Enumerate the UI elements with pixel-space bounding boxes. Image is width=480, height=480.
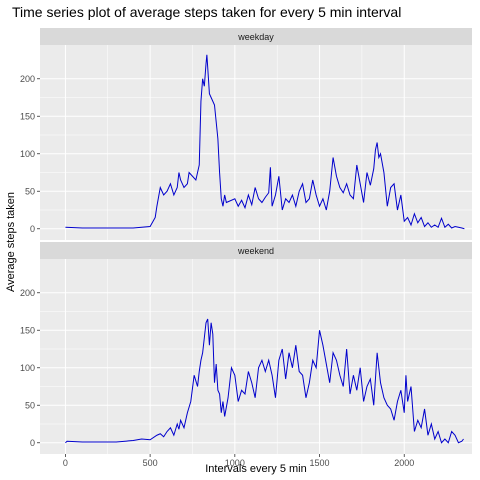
y-tick-label: 0 (30, 224, 35, 234)
y-tick-label: 150 (20, 325, 35, 335)
y-tick-label: 0 (30, 438, 35, 448)
x-tick-label: 1500 (310, 458, 330, 468)
panel-background-weekend (40, 259, 472, 454)
x-tick-label: 2000 (394, 458, 414, 468)
strip-label-weekday: weekday (237, 32, 274, 42)
y-tick-labels-weekend: 0 50 100 150 200 (20, 288, 40, 448)
panel-weekend: weekend 0 50 100 150 200 (20, 242, 472, 454)
y-tick-label: 150 (20, 111, 35, 121)
x-tick-labels: 0 500 1000 1500 2000 (63, 454, 414, 468)
grid-weekday (40, 45, 472, 240)
x-axis-title: Intervals every 5 min (205, 463, 306, 475)
strip-label-weekend: weekend (237, 246, 274, 256)
grid-weekend (40, 259, 472, 454)
y-tick-label: 50 (25, 186, 35, 196)
chart-title: Time series plot of average steps taken … (12, 4, 401, 20)
y-tick-label: 100 (20, 149, 35, 159)
x-tick-label: 500 (143, 458, 158, 468)
y-tick-label: 50 (25, 400, 35, 410)
x-tick-label: 0 (63, 458, 68, 468)
y-tick-labels-weekday: 0 50 100 150 200 (20, 74, 40, 234)
strip-weekend (40, 242, 472, 259)
strip-weekday (40, 28, 472, 45)
y-axis-title: Average steps taken (5, 192, 17, 292)
y-tick-label: 100 (20, 363, 35, 373)
panel-weekday: weekday 0 50 100 150 200 (20, 28, 472, 240)
panel-background-weekday (40, 45, 472, 240)
y-tick-label: 200 (20, 288, 35, 298)
series-line-weekday (65, 54, 465, 230)
x-tick-label: 1000 (225, 458, 245, 468)
y-tick-label: 200 (20, 74, 35, 84)
series-line-weekend (65, 318, 464, 444)
